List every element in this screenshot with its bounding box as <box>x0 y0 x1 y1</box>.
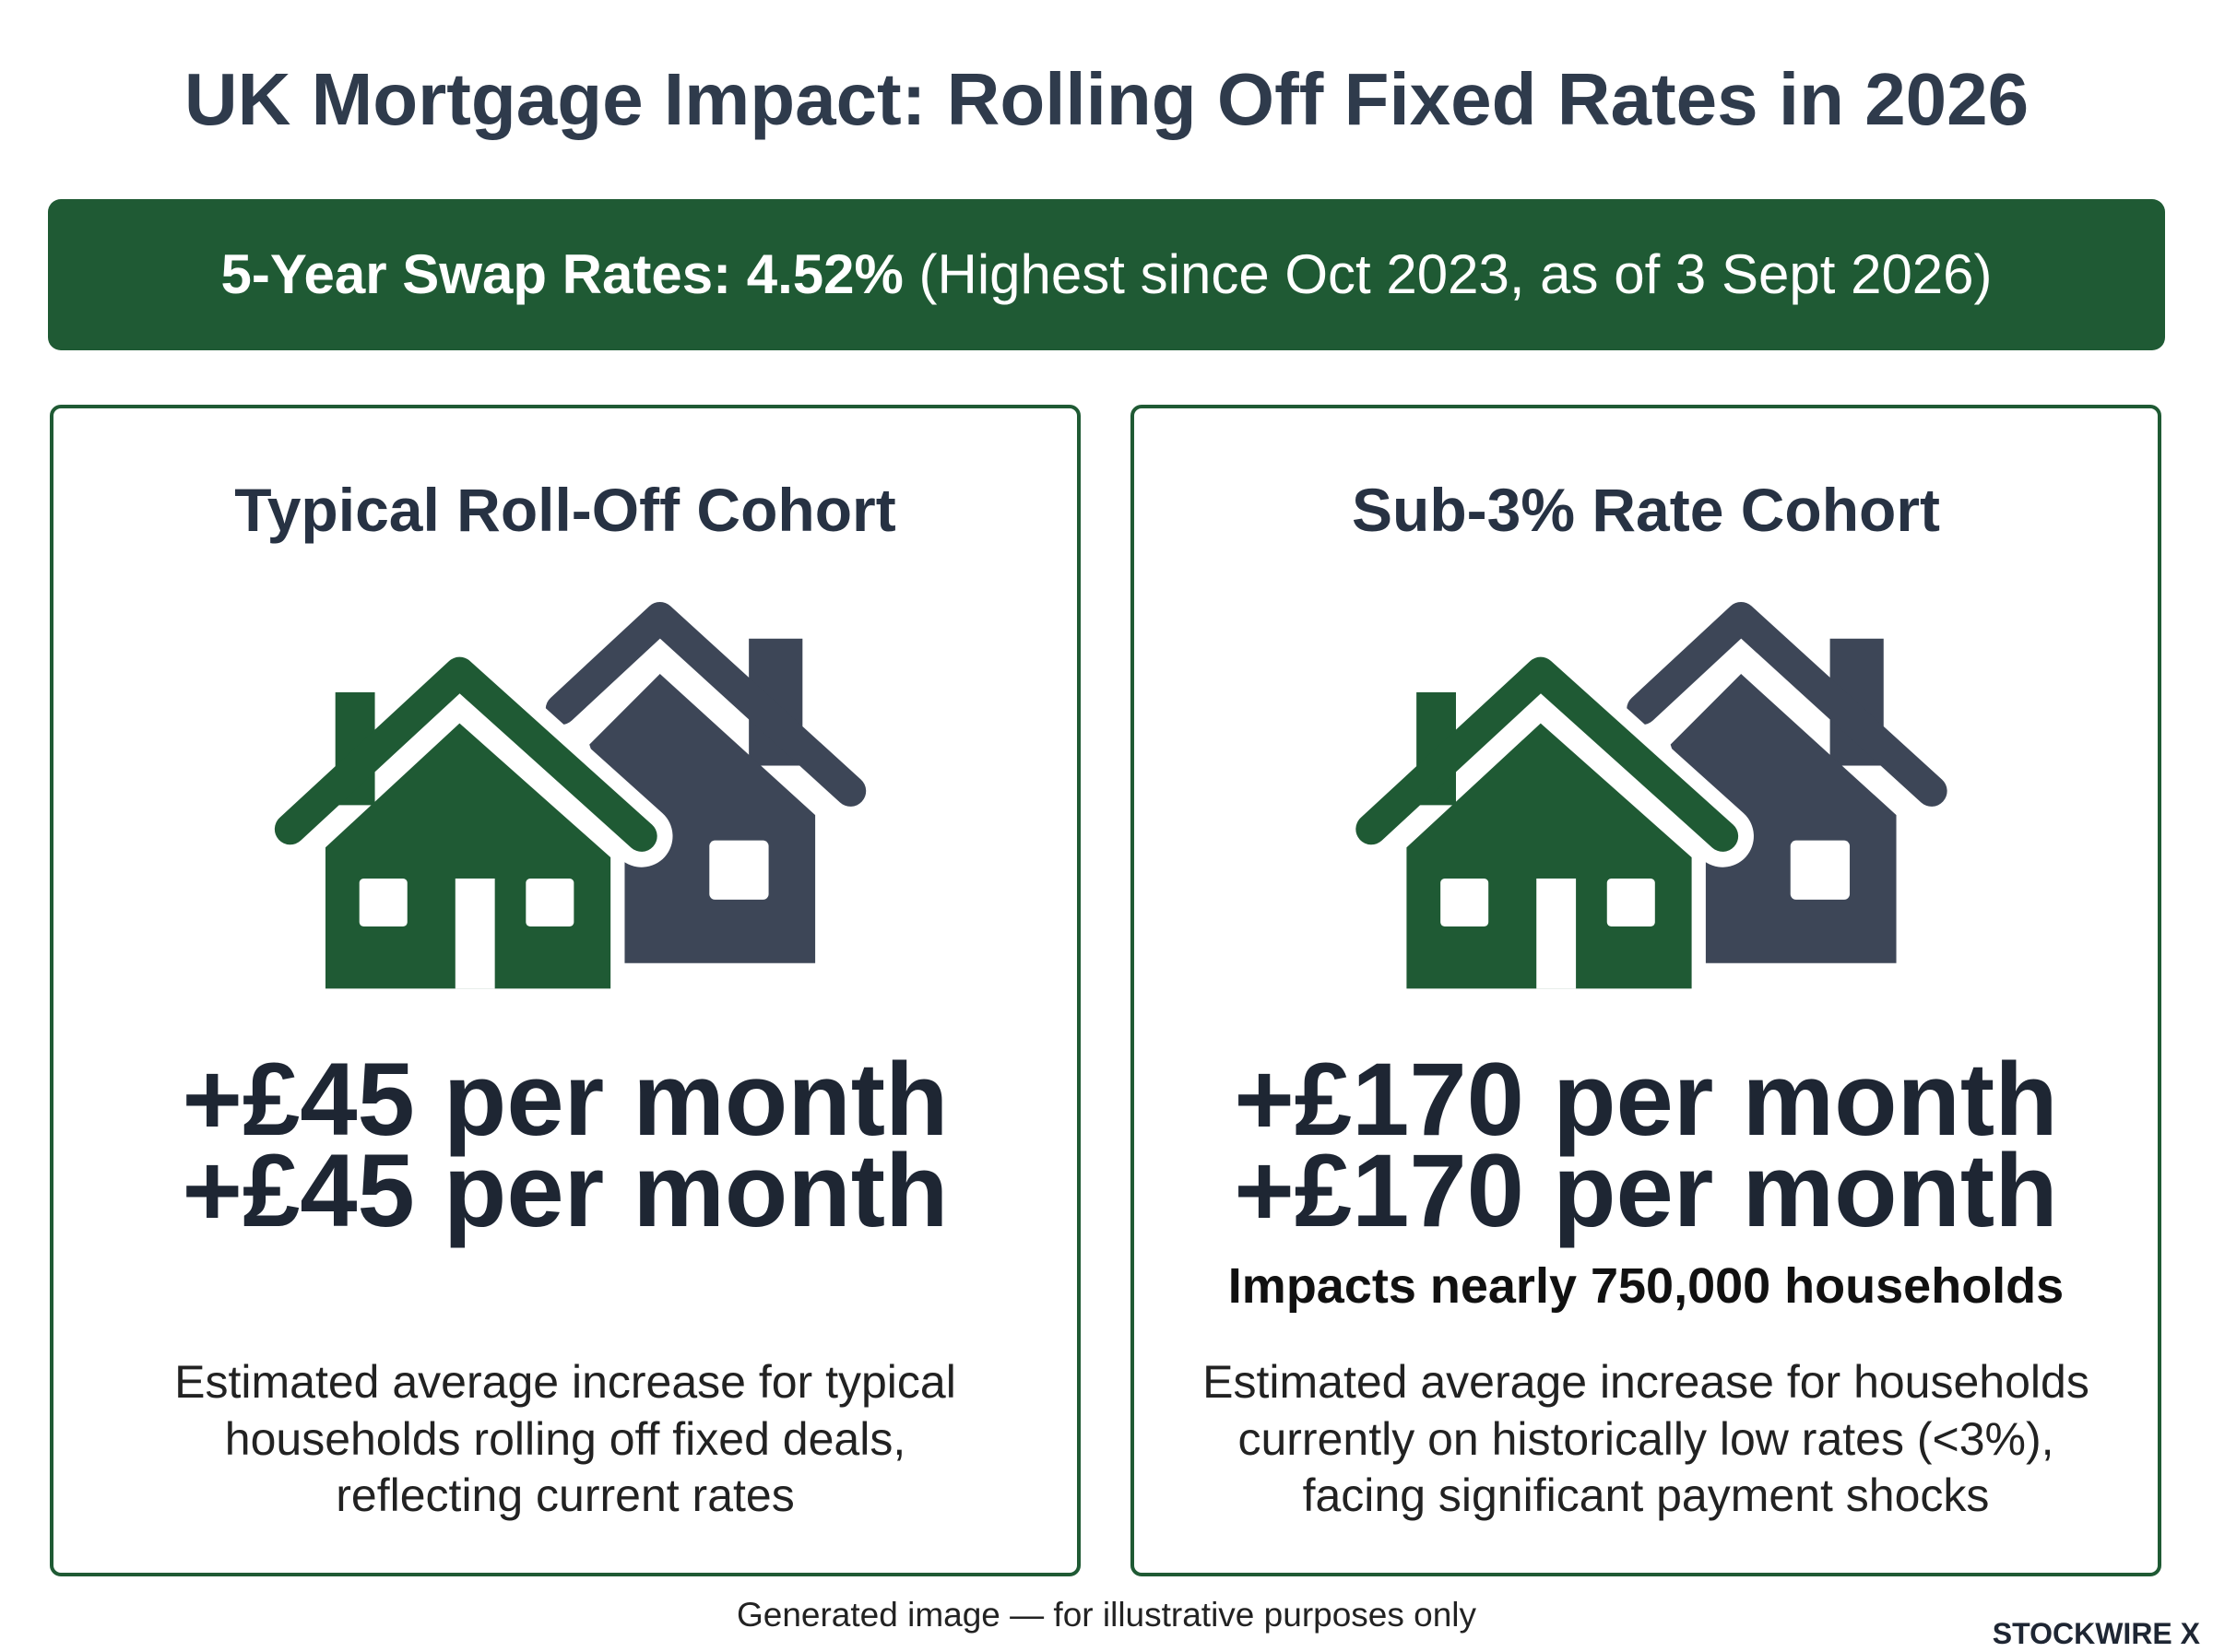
brand: STOCKWIRE X <box>1992 1617 2200 1650</box>
card-heading: Typical Roll-Off Cohort <box>234 476 896 544</box>
amount-line: +£45 per month <box>182 1133 949 1248</box>
description-line: currently on historically low rates (<3%… <box>1237 1413 2054 1465</box>
house-icon <box>1340 601 1947 989</box>
description-line: Estimated average increase for typical <box>174 1356 956 1408</box>
description-line: reflecting current rates <box>336 1469 795 1521</box>
amount-line: +£170 per month <box>1234 1042 2058 1157</box>
title: UK Mortgage Impact: Rolling Off Fixed Ra… <box>183 58 2030 140</box>
impact-line: Impacts nearly 750,000 households <box>1227 1258 2065 1314</box>
rate-banner: 5-Year Swap Rates: 4.52% (Highest since … <box>48 199 2165 350</box>
card: Typical Roll-Off Cohort +£45 per month +… <box>50 405 1081 1576</box>
footer-note: Generated image — for illustrative purpo… <box>736 1596 1477 1634</box>
amount-line: +£45 per month <box>182 1042 949 1157</box>
description-line: households rolling off fixed deals, <box>224 1413 906 1465</box>
amount-line: +£170 per month <box>1234 1133 2058 1248</box>
description-line: Estimated average increase for household… <box>1202 1356 2089 1408</box>
banner-detail: (Highest since Oct 2023, as of 3 Sept 20… <box>918 243 1993 305</box>
house-icon <box>259 601 867 989</box>
description-line: facing significant payment shocks <box>1302 1469 1990 1521</box>
card-heading: Sub-3% Rate Cohort <box>1351 476 1941 544</box>
card: Sub-3% Rate Cohort +£170 per month +£170… <box>1130 405 2161 1576</box>
banner-highlight: 5-Year Swap Rates: 4.52% <box>220 243 904 305</box>
